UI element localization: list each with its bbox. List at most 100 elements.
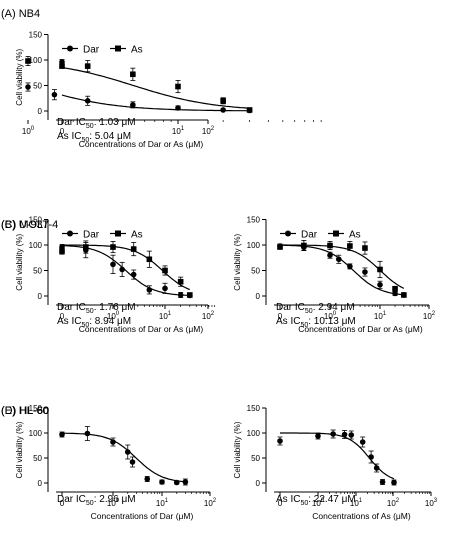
data-point-dar [347, 263, 353, 270]
ic50-annotation: As IC50: 8.94 μM [57, 316, 131, 329]
data-point-as [25, 58, 31, 64]
data-point-dar [124, 449, 131, 455]
x-tick-label: 102 [387, 498, 400, 508]
fit-curve-as [280, 244, 405, 289]
data-point-dar [173, 479, 180, 486]
y-tick-label: 150 [29, 404, 43, 413]
data-point-dar [182, 479, 189, 485]
y-axis-label: Cell viability (%) [15, 421, 24, 478]
ic50-annotation: Dar IC50: 2.94 μM [276, 302, 355, 315]
y-tick-label: 0 [256, 479, 261, 488]
panel-title: (D) HL-60 [1, 405, 49, 417]
data-point-as [368, 454, 374, 460]
data-point-dar [144, 476, 151, 482]
data-point-as [330, 431, 336, 437]
y-tick-label: 50 [33, 454, 42, 463]
panel-title: (E) HL-60 [1, 405, 49, 417]
x-tick-label: 102 [202, 311, 215, 321]
data-point-dar [25, 84, 31, 90]
data-point-as [130, 246, 137, 252]
data-point-as [315, 433, 321, 439]
y-tick-label: 50 [33, 82, 42, 91]
x-tick-label: 101 [172, 126, 185, 136]
y-tick-label: 100 [247, 429, 261, 438]
data-point-as [401, 292, 407, 298]
data-point-as [220, 98, 226, 104]
fit-curve-as [280, 432, 395, 480]
x-axis-label: Concentrations of Dar or As (μM) [298, 324, 423, 334]
data-point-dar [110, 439, 116, 445]
data-point-dar [159, 479, 165, 485]
fit-curve-dar [279, 244, 404, 296]
fit-curve-as [61, 66, 250, 109]
x-tick-label: 102 [202, 126, 215, 136]
data-point-dar [84, 430, 91, 437]
fit-curve-dar [62, 245, 190, 297]
x-tick-label: 0 [60, 499, 65, 508]
data-point-as [146, 256, 153, 263]
data-point-as [379, 479, 386, 485]
data-point-as [177, 278, 184, 285]
y-tick-label: 100 [29, 241, 43, 250]
data-point-as [359, 439, 366, 445]
x-tick-label: 102 [204, 498, 217, 508]
legend-label: As [131, 230, 143, 241]
data-point-dar [146, 287, 153, 293]
y-axis-label: Cell viability (%) [15, 48, 24, 105]
y-tick-label: 150 [247, 404, 261, 413]
y-tick-label: 0 [38, 479, 43, 488]
x-tick-label: 101 [374, 311, 387, 321]
legend-marker [67, 45, 73, 52]
y-tick-label: 100 [29, 429, 43, 438]
data-point-as [59, 248, 65, 254]
ic50-annotation: As IC50: 5.04 μM [57, 131, 131, 144]
legend-label: As [349, 230, 361, 241]
x-tick-label: 100 [107, 498, 120, 508]
data-point-as [175, 83, 181, 90]
x-tick-label: 0 [278, 312, 283, 321]
x-tick-label: 100 [107, 311, 120, 321]
x-tick-label: 100 [22, 126, 35, 136]
x-axis-label: Concentrations of As (μM) [312, 511, 411, 521]
x-tick-label: 100 [312, 498, 325, 508]
legend-marker [333, 230, 339, 237]
x-tick-label: 100 [324, 311, 337, 321]
y-tick-label: 0 [38, 107, 43, 116]
data-point-as [301, 242, 307, 249]
panel-d: (D) HL-60 0 50 100 150 Cell viability (%) 0 100… [1, 404, 217, 521]
panel-b: (B) U-937 0 50 100 150 Cell viability (%) 0 100… [1, 216, 215, 334]
data-point-as [341, 431, 348, 438]
data-point-dar [327, 252, 333, 258]
data-point-dar [51, 91, 58, 98]
panel-title: (A) NB4 [1, 8, 40, 20]
legend-marker [67, 230, 73, 237]
data-point-dar [336, 256, 342, 263]
data-point-dar [129, 459, 136, 465]
fit-curve-dar [62, 432, 186, 483]
y-tick-label: 150 [29, 31, 43, 40]
data-point-as [162, 267, 168, 274]
x-tick-label: 101 [159, 311, 172, 321]
data-point-dar [377, 281, 383, 288]
x-axis-label: Concentrations of Dar or As (μM) [79, 139, 204, 149]
fit-curve-dar [61, 94, 250, 112]
x-tick-label: 101 [350, 498, 363, 508]
ic50-annotation: As IC50: 22.47 μM [276, 494, 356, 507]
data-point-as [348, 432, 355, 438]
ic50-annotation: As IC50: 10.13 μM [276, 316, 356, 329]
legend-marker [115, 45, 121, 52]
y-tick-label: 50 [33, 267, 42, 276]
data-point-as [377, 266, 383, 273]
y-axis-label: Cell viability (%) [15, 233, 24, 290]
data-point-as [130, 71, 136, 78]
data-point-as [277, 438, 283, 444]
data-point-dar [59, 431, 65, 438]
data-point-as [327, 242, 333, 249]
legend-label: Dar [301, 230, 318, 241]
data-point-dar [119, 266, 125, 273]
data-point-as [373, 465, 380, 471]
x-tick-label: 0 [60, 312, 65, 321]
data-point-as [110, 244, 116, 250]
y-tick-label: 100 [247, 241, 261, 250]
